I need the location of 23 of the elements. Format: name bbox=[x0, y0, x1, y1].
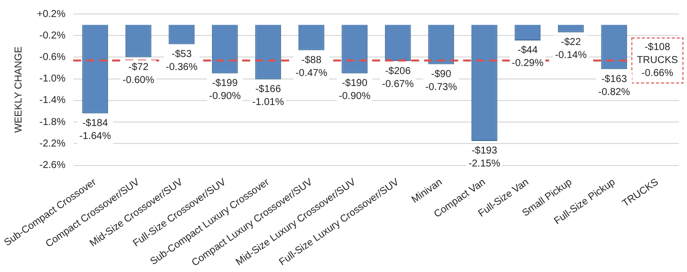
y-tick-label: -0.2% bbox=[39, 30, 66, 42]
y-axis-title: WEEKLY CHANGE bbox=[14, 46, 25, 133]
data-label: -$90 -0.73% bbox=[425, 69, 458, 93]
y-tick-label: -2.2% bbox=[39, 138, 66, 150]
y-tick-label: -1.4% bbox=[39, 95, 66, 106]
y-tick-label: -2.6% bbox=[39, 160, 66, 172]
data-label: -$193 -2.15% bbox=[468, 146, 500, 170]
data-label: -$184 -1.64% bbox=[79, 118, 112, 142]
data-label: -$44 -0.29% bbox=[512, 45, 544, 70]
data-label: -$199 -0.90% bbox=[209, 78, 241, 102]
y-tick-label: -0.6% bbox=[39, 52, 66, 63]
data-label: -$72 -0.60% bbox=[122, 62, 154, 86]
data-label: -$53 -0.36% bbox=[166, 49, 198, 74]
data-label: -$163 -0.82% bbox=[598, 74, 630, 98]
data-label: -$22 -0.14% bbox=[555, 37, 587, 62]
y-tick-label: -1.0% bbox=[39, 74, 66, 85]
data-label: -$206 -0.67% bbox=[382, 66, 414, 90]
data-label: -$88 -0.47% bbox=[296, 54, 328, 79]
data-label: -$190 -0.90% bbox=[338, 78, 371, 102]
data-label: -$166 -1.01% bbox=[252, 84, 284, 108]
ref-line-label: -$108 TRUCKS -0.66% bbox=[636, 42, 678, 80]
y-tick-label: -1.8% bbox=[39, 116, 66, 128]
y-tick-label: +0.2% bbox=[36, 8, 66, 20]
